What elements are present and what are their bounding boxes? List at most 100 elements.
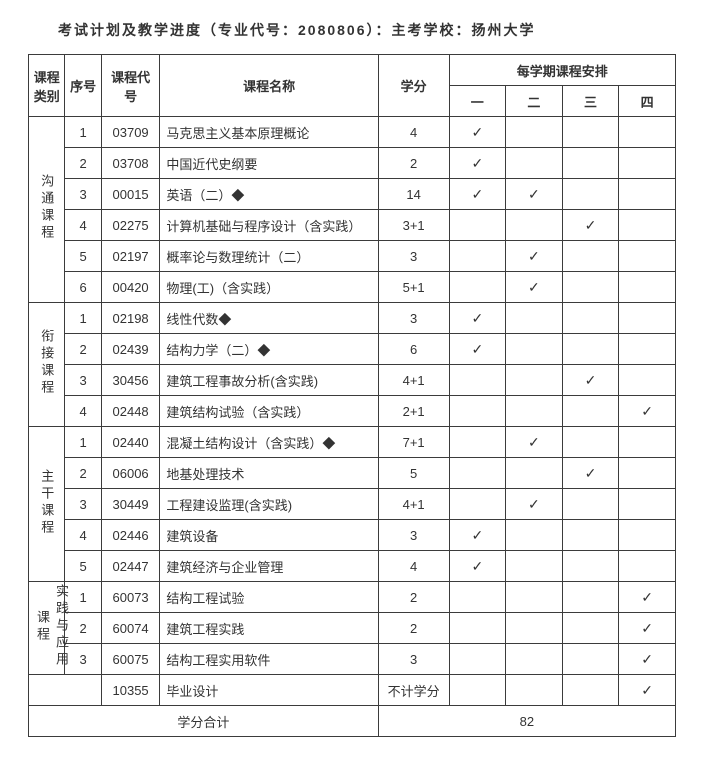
course-code: 02448 [101,396,160,427]
col-sem4: 四 [619,86,676,117]
category-cell: 实践与应用课程 [29,582,65,675]
semester-mark [449,396,506,427]
course-credit: 14 [378,179,449,210]
semester-mark [562,551,619,582]
course-code: 00015 [101,179,160,210]
semester-mark [562,520,619,551]
semester-mark: ✓ [449,520,506,551]
semester-mark: ✓ [506,179,563,210]
course-code: 06006 [101,458,160,489]
semester-mark [506,520,563,551]
semester-mark [449,272,506,303]
category-label: 沟通课程 [37,174,56,242]
col-index: 序号 [65,55,101,117]
semester-mark: ✓ [562,365,619,396]
semester-mark [619,241,676,272]
course-credit: 5+1 [378,272,449,303]
semester-mark: ✓ [449,303,506,334]
course-code: 03708 [101,148,160,179]
total-value: 82 [378,706,675,737]
semester-mark [562,489,619,520]
semester-mark: ✓ [449,117,506,148]
semester-mark [562,272,619,303]
semester-mark: ✓ [449,148,506,179]
row-index: 4 [65,520,101,551]
table-row: 衔接课程102198线性代数◆3✓ [29,303,676,334]
semester-mark [619,489,676,520]
semester-mark [506,582,563,613]
semester-mark [562,148,619,179]
col-code: 课程代号 [101,55,160,117]
table-row: 沟通课程103709马克思主义基本原理概论4✓ [29,117,676,148]
course-name: 建筑经济与企业管理 [160,551,378,582]
semester-mark [449,210,506,241]
course-credit: 4+1 [378,489,449,520]
semester-mark [562,582,619,613]
semester-mark: ✓ [562,458,619,489]
table-row: 206006地基处理技术5✓ [29,458,676,489]
semester-mark [619,148,676,179]
semester-mark [619,303,676,334]
row-index: 2 [65,334,101,365]
semester-mark: ✓ [506,489,563,520]
page-title: 考试计划及教学进度（专业代号：2080806）：主考学校：扬州大学 [28,20,676,40]
semester-mark: ✓ [619,396,676,427]
table-row: 330456建筑工程事故分析(含实践)4+1✓ [29,365,676,396]
semester-mark [449,582,506,613]
semester-mark [562,334,619,365]
semester-mark: ✓ [619,613,676,644]
table-row: 主干课程102440混凝土结构设计（含实践）◆7+1✓ [29,427,676,458]
course-code: 02447 [101,551,160,582]
row-index: 3 [65,179,101,210]
semester-mark [562,644,619,675]
semester-mark: ✓ [619,644,676,675]
table-row: 202439结构力学（二）◆6✓ [29,334,676,365]
course-code: 02198 [101,303,160,334]
course-credit: 3 [378,241,449,272]
course-code: 03709 [101,117,160,148]
category-cell: 沟通课程 [29,117,65,303]
row-index: 5 [65,241,101,272]
semester-mark [506,644,563,675]
semester-mark [449,675,506,706]
course-credit: 3 [378,520,449,551]
table-row: 402275计算机基础与程序设计（含实践）3+1✓ [29,210,676,241]
row-index: 6 [65,272,101,303]
col-semesters: 每学期课程安排 [449,55,676,86]
row-index: 4 [65,210,101,241]
semester-mark: ✓ [449,334,506,365]
semester-mark [449,241,506,272]
semester-mark [562,117,619,148]
semester-mark [506,148,563,179]
semester-mark [619,179,676,210]
course-code: 02440 [101,427,160,458]
table-row: 360075结构工程实用软件3✓ [29,644,676,675]
category-label: 主干课程 [37,469,56,537]
row-index: 4 [65,396,101,427]
semester-mark [619,210,676,241]
course-name: 地基处理技术 [160,458,378,489]
table-row: 502447建筑经济与企业管理4✓ [29,551,676,582]
row-index: 1 [65,117,101,148]
course-name: 物理(工)（含实践） [160,272,378,303]
semester-mark [449,365,506,396]
semester-mark [619,458,676,489]
semester-mark: ✓ [449,179,506,210]
course-name: 建筑结构试验（含实践） [160,396,378,427]
course-code: 02275 [101,210,160,241]
row-index: 3 [65,365,101,396]
course-name: 建筑工程事故分析(含实践) [160,365,378,396]
semester-mark [562,613,619,644]
semester-mark: ✓ [619,675,676,706]
row-index: 2 [65,458,101,489]
semester-mark [506,117,563,148]
table-row: 402448建筑结构试验（含实践）2+1✓ [29,396,676,427]
semester-mark [506,210,563,241]
course-code: 00420 [101,272,160,303]
semester-mark: ✓ [506,427,563,458]
course-credit: 4 [378,551,449,582]
course-credit: 4+1 [378,365,449,396]
course-code: 60074 [101,613,160,644]
semester-mark [619,334,676,365]
course-credit: 6 [378,334,449,365]
